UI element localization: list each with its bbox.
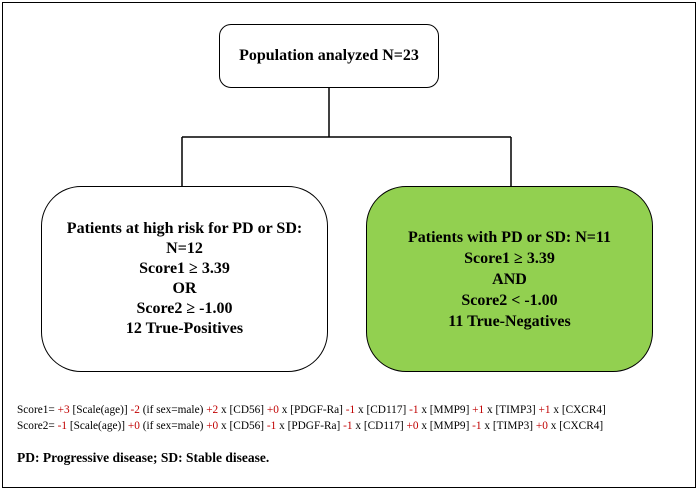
score2-coef-5: -1 [343, 420, 353, 432]
high-risk-line-1: Patients at high risk for PD or SD: [66, 220, 303, 237]
pd-sd-line-2: Score1 ≥ 3.39 [464, 249, 555, 267]
score1-factor-6: x [MMP9] [421, 404, 470, 416]
population-box: Population analyzed N=23 [219, 24, 439, 88]
score2-coef-3: +0 [206, 420, 219, 432]
pd-sd-line-4: Score2 < -1.00 [461, 291, 558, 309]
score2-factor-6: x [MMP9] [421, 420, 470, 432]
score2-factor-3: x [CD56] [221, 420, 265, 432]
score1-coef-5: -1 [345, 404, 356, 416]
score2-factor-5: x [CD117] [355, 420, 404, 432]
score2-coef-8: +0 [535, 420, 548, 432]
score2-factor-1: [Scale(age)] [69, 420, 126, 432]
score2-coef-1: -1 [57, 420, 67, 432]
pd-sd-box: Patients with PD or SD: N=11 Score1 ≥ 3.… [366, 186, 653, 372]
score1-factor-1: [Scale(age)] [72, 404, 128, 416]
score1-formula: Score1= +3 [Scale(age)] -2 (if sex=male)… [17, 404, 606, 416]
score1-factor-5: x [CD117] [358, 404, 407, 416]
pd-sd-line-5: 11 True-Negatives [448, 312, 571, 330]
pd-sd-line-3: AND [492, 270, 527, 288]
pd-sd-line-1: Patients with PD or SD: N=11 [407, 228, 612, 246]
population-label: Population analyzed N=23 [239, 47, 419, 64]
score1-factor-8: x [CXCR4] [553, 404, 606, 416]
score1-name: Score1= [17, 404, 55, 416]
score2-factor-4: x [PDGF-Ra] [279, 420, 341, 432]
score1-coef-7: +1 [472, 404, 485, 416]
high-risk-line-3: Score1 ≥ 3.39 [139, 260, 230, 277]
high-risk-line-4: OR [172, 280, 197, 297]
score2-coef-6: +0 [406, 420, 419, 432]
score2-factor-7: x [TIMP3] [484, 420, 534, 432]
score1-factor-7: x [TIMP3] [487, 404, 536, 416]
score2-factor-2: (if sex=male) [142, 420, 204, 432]
score2-coef-2: +0 [127, 420, 140, 432]
score1-factor-3: x [CD56] [221, 404, 265, 416]
high-risk-line-5: Score2 ≥ -1.00 [136, 300, 233, 317]
high-risk-box: Patients at high risk for PD or SD: N=12… [41, 186, 328, 372]
score2-formula: Score2= -1 [Scale(age)] +0 (if sex=male)… [17, 420, 603, 432]
score2-name: Score2= [17, 420, 55, 432]
score1-factor-4: x [PDGF-Ra] [281, 404, 343, 416]
high-risk-line-2: N=12 [166, 240, 203, 257]
score1-coef-1: +3 [57, 404, 70, 416]
score1-coef-6: -1 [409, 404, 419, 416]
score2-coef-4: -1 [266, 420, 277, 432]
score2-coef-7: -1 [472, 420, 482, 432]
abbreviation-legend: PD: Progressive disease; SD: Stable dise… [17, 450, 270, 465]
score1-coef-2: -2 [130, 404, 140, 416]
score2-factor-8: x [CXCR4] [550, 420, 604, 432]
score1-coef-3: +2 [206, 404, 219, 416]
figure-frame [2, 2, 696, 488]
score1-coef-4: +0 [266, 404, 279, 416]
score1-coef-8: +1 [538, 404, 551, 416]
score1-factor-2: (if sex=male) [142, 404, 204, 416]
high-risk-line-6: 12 True-Positives [125, 320, 244, 337]
